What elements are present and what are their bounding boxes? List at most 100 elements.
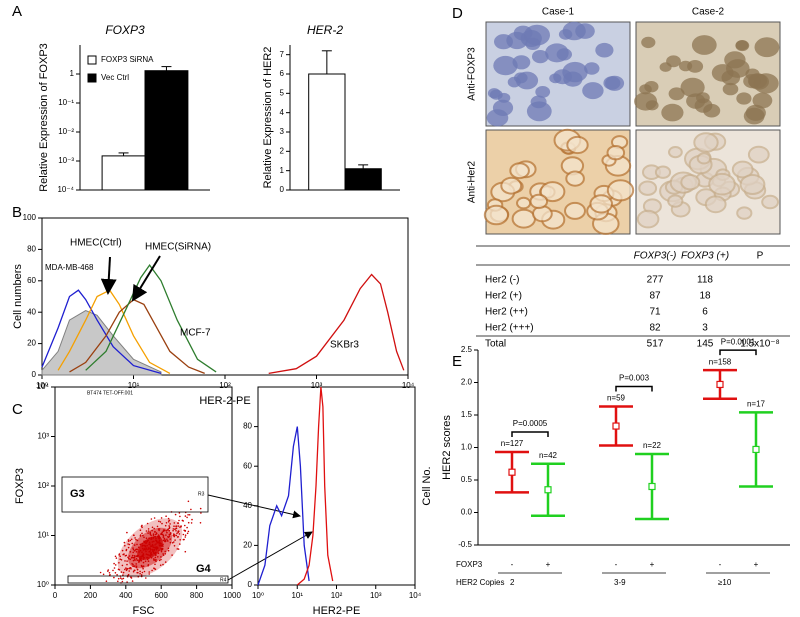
density-dot (161, 545, 164, 547)
density-dot (169, 541, 172, 544)
density-dot (167, 547, 170, 550)
cell-texture (489, 89, 503, 100)
y-tick-label: 0 (32, 370, 37, 379)
density-dot (150, 552, 152, 554)
x-tick-label: 2 (510, 578, 515, 587)
cell-texture (512, 55, 531, 70)
density-dot (200, 512, 202, 514)
cell-texture (747, 73, 768, 89)
cell-texture (595, 42, 614, 58)
x-tick-label: 10⁴ (402, 381, 415, 390)
density-dot (121, 549, 124, 552)
density-dot (168, 529, 171, 532)
density-dot (156, 546, 159, 549)
gate-label: G3 (70, 488, 85, 500)
y-tick-label: 10⁴ (37, 382, 50, 391)
bar (144, 70, 189, 191)
density-dot (182, 538, 185, 541)
histogram-line (41, 289, 162, 375)
density-dot (156, 541, 159, 544)
series-label: HMEC(SiRNA) (145, 242, 211, 253)
mean-marker (716, 380, 724, 389)
density-dot (154, 533, 157, 536)
density-dot (154, 568, 157, 570)
density-dot (154, 531, 156, 533)
y-tick-label: 2.5 (461, 345, 473, 354)
density-dot (147, 553, 149, 556)
cell-texture (565, 170, 585, 187)
density-dot (162, 539, 165, 542)
density-dot (141, 555, 144, 557)
series-label: SKBr3 (330, 340, 359, 351)
x-tick-label: 400 (119, 591, 133, 600)
density-dot (162, 553, 164, 555)
density-dot (149, 548, 152, 551)
density-dot (178, 519, 180, 522)
cell-texture (739, 174, 766, 195)
density-dot (145, 553, 148, 555)
cell-texture (747, 145, 770, 164)
density-dot (151, 541, 154, 543)
series-label: HMEC(Ctrl) (70, 238, 122, 249)
table-cell: 18 (699, 291, 711, 302)
mean-marker (508, 468, 516, 476)
density-dot (171, 542, 174, 544)
mean-marker (648, 482, 656, 491)
p-label: P=0.0005 (513, 419, 548, 428)
y-tick-label: 0.5 (461, 475, 473, 484)
cell-texture (530, 95, 547, 109)
density-dot (116, 574, 118, 576)
density-dot (132, 559, 135, 562)
density-dot (154, 556, 157, 559)
table-cell: 118 (697, 275, 713, 286)
cell-texture (668, 87, 685, 101)
density-dot (166, 540, 169, 542)
cell-texture (721, 70, 741, 86)
density-dot (132, 556, 135, 559)
density-dot (169, 538, 171, 540)
table-cell: Her2 (++) (485, 307, 528, 318)
density-dot (186, 526, 188, 529)
cell-texture (513, 25, 533, 41)
density-dot (139, 557, 141, 560)
table-cell: 1.5x10⁻⁸ (740, 339, 780, 350)
panel-label: A (12, 3, 22, 20)
density-dot (174, 528, 176, 530)
density-dot (148, 537, 151, 540)
density-dot (154, 552, 157, 554)
table-cell: 145 (697, 339, 714, 350)
bar (308, 73, 346, 191)
density-dot (133, 544, 136, 546)
x-tick-label: 10² (219, 381, 231, 390)
x-axis-label: FSC (133, 605, 155, 617)
density-dot (159, 537, 161, 539)
table-cell: Her2 (+) (485, 291, 522, 302)
density-dot (146, 558, 149, 561)
density-dot (133, 558, 136, 560)
cell-texture (556, 48, 572, 61)
density-dot (129, 558, 131, 561)
y-tick-label: 5 (280, 88, 285, 97)
x-tick-label: 10⁰ (36, 381, 48, 390)
gate (61, 476, 209, 513)
density-dot (174, 513, 177, 516)
cell-texture (754, 37, 780, 58)
x-axis-label: HER-2-PE (199, 395, 250, 407)
density-dot (153, 558, 155, 560)
chart-title: BT474 TET-OFF.001 (87, 390, 133, 396)
density-dot (113, 567, 116, 569)
density-dot (164, 553, 167, 555)
density-dot (153, 517, 156, 519)
density-dot (144, 560, 147, 563)
density-dot (153, 527, 155, 530)
density-dot (142, 547, 144, 550)
density-dot (132, 534, 135, 536)
legend-swatch (87, 73, 97, 83)
density-dot (130, 557, 133, 559)
cell-texture (661, 103, 684, 122)
cell-texture (722, 82, 739, 96)
density-dot (136, 548, 138, 551)
density-dot (119, 555, 121, 558)
p-bracket (615, 385, 653, 392)
p-label: P=0.0001 (721, 337, 756, 346)
